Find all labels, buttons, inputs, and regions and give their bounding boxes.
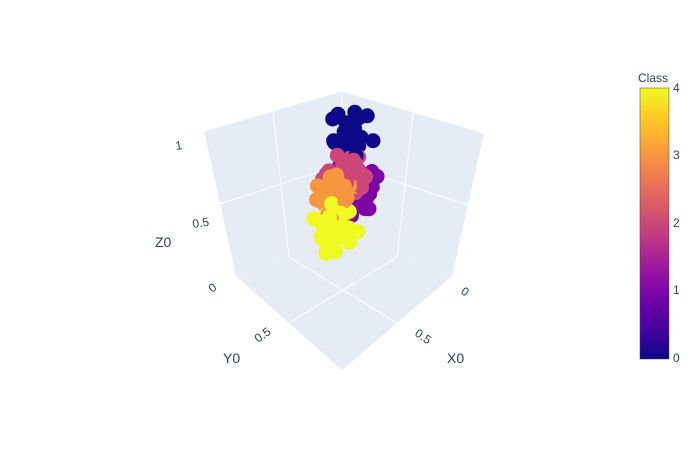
colorbar-tick-label: 1 <box>673 283 680 297</box>
colorbar-tick-label: 0 <box>673 351 680 365</box>
scatter-point <box>327 243 343 259</box>
scatter-point <box>354 180 369 195</box>
scatter-points <box>306 104 385 261</box>
scatter-point <box>338 230 354 246</box>
z-axis-title: Z0 <box>155 234 172 250</box>
y-axis-title: Y0 <box>223 350 240 366</box>
scatter-point <box>326 133 342 149</box>
colorbar-tick-label: 2 <box>673 216 680 230</box>
scatter-point <box>337 193 353 209</box>
scatter-point <box>365 133 381 149</box>
scatter-point <box>357 201 373 217</box>
y-tick-label: 0.5 <box>252 324 274 345</box>
scatter-point <box>325 111 341 127</box>
scatter-point <box>323 216 339 232</box>
scatter-point <box>351 110 367 126</box>
scatter-point <box>345 133 361 149</box>
x-tick-label: 0 <box>458 284 472 299</box>
z-tick-label: 0.5 <box>191 215 210 231</box>
scatter-point <box>329 147 345 163</box>
x-tick-label: 0.5 <box>412 326 434 347</box>
y-tick-label: 0 <box>206 280 220 295</box>
colorbar-tick-label: 3 <box>673 148 680 162</box>
scatter-point <box>324 180 340 195</box>
colorbar: Class 0 1 2 3 4 <box>638 71 680 365</box>
z-axis-ticks: 1 0.5 <box>174 138 210 231</box>
colorbar-title: Class <box>638 71 668 85</box>
colorbar-gradient <box>639 87 670 360</box>
z-tick-label: 1 <box>174 138 183 153</box>
colorbar-tick-label: 4 <box>673 81 680 95</box>
back-left-pane <box>204 91 342 276</box>
floor-pane <box>236 238 452 370</box>
x-axis-title: X0 <box>447 350 464 366</box>
